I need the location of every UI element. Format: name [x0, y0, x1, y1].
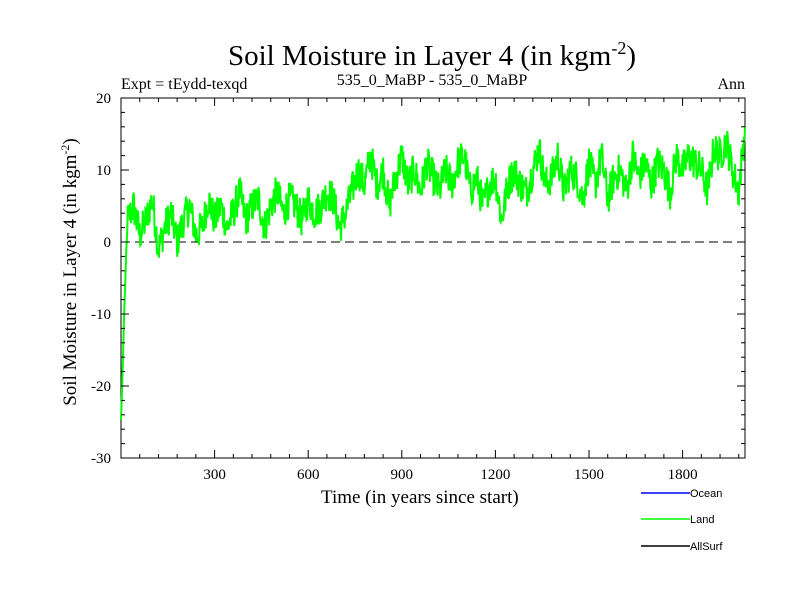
y-tick-label: -20	[91, 379, 111, 395]
chart-title-text: Soil Moisture in Layer 4 (in kgm	[228, 40, 612, 72]
y-tick-label: 20	[96, 91, 111, 107]
y-tick-label: -30	[91, 451, 111, 467]
subtitle-center: 535_0_MaBP - 535_0_MaBP	[337, 72, 528, 89]
legend-label-allsurf: AllSurf	[690, 541, 723, 553]
x-axis-label: Time (in years since start)	[321, 487, 519, 508]
x-tick-label: 1800	[668, 467, 698, 483]
x-tick-label: 1200	[480, 467, 510, 483]
y-axis: -30 -20 -10 0 10 20	[91, 91, 745, 467]
y-tick-label: 10	[96, 163, 111, 179]
svg-text:Soil Moisture in Layer 4 (in k: Soil Moisture in Layer 4 (in kgm-2)	[228, 38, 636, 72]
x-tick-label: 900	[391, 467, 414, 483]
y-tick-label: -10	[91, 307, 111, 323]
svg-text:Soil Moisture in Layer 4 (in k: Soil Moisture in Layer 4 (in kgm-2)	[58, 138, 81, 406]
chart-title-close: )	[626, 40, 636, 72]
chart-title-superscript: -2	[611, 38, 626, 58]
subtitle-left: Expt = tEydd-texqd	[121, 76, 247, 93]
land-series-line	[120, 126, 746, 420]
x-tick-label: 300	[203, 467, 226, 483]
legend-label-ocean: Ocean	[690, 488, 722, 500]
legend-label-land: Land	[690, 514, 714, 526]
x-tick-label: 1500	[574, 467, 604, 483]
subtitle-right: Ann	[717, 76, 745, 93]
chart-title: Soil Moisture in Layer 4 (in kgm-2)	[228, 38, 636, 72]
plot-frame	[120, 97, 746, 459]
x-tick-label: 600	[297, 467, 320, 483]
y-axis-label-text: Soil Moisture in Layer 4 (in kgm	[60, 154, 81, 405]
legend: Ocean Land AllSurf	[641, 488, 723, 553]
y-axis-label: Soil Moisture in Layer 4 (in kgm-2)	[58, 138, 81, 406]
y-tick-label: 0	[104, 235, 112, 251]
x-axis: 300 600 900 1200 1500 1800	[139, 98, 740, 483]
y-axis-label-superscript: -2	[58, 145, 72, 155]
y-axis-label-close: )	[60, 138, 81, 144]
